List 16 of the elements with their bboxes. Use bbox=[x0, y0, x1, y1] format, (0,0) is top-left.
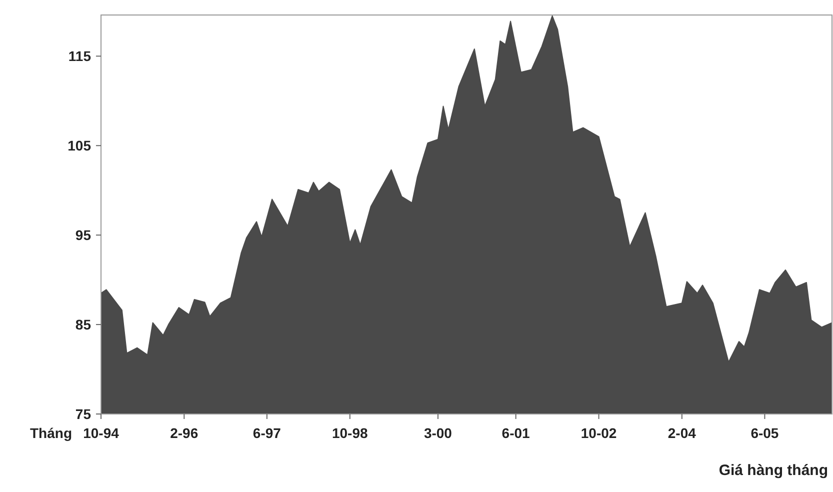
x-tick-label: 10-02 bbox=[580, 425, 617, 441]
x-tick-label: 6-05 bbox=[750, 425, 779, 441]
text: Giá hàng tháng bbox=[718, 462, 828, 479]
x-tick-label: 6-01 bbox=[502, 425, 530, 441]
x-tick-label: 2-04 bbox=[668, 425, 696, 441]
y-tick-label: 95 bbox=[75, 226, 92, 243]
y-tick-label: 115 bbox=[68, 48, 92, 64]
x-tick-label: 6-97 bbox=[252, 425, 282, 441]
x-tick-label: 10-94 bbox=[83, 425, 120, 441]
x-axis-title: Tháng bbox=[30, 425, 72, 441]
x-tick-label: 2-96 bbox=[170, 425, 198, 441]
x-tick-label: 10-98 bbox=[332, 425, 368, 441]
x-tick-label: 3-00 bbox=[424, 425, 452, 441]
y-tick-label: 105 bbox=[68, 138, 92, 154]
y-tick-label: 85 bbox=[75, 316, 92, 332]
y-tick-label: 75 bbox=[75, 406, 92, 422]
